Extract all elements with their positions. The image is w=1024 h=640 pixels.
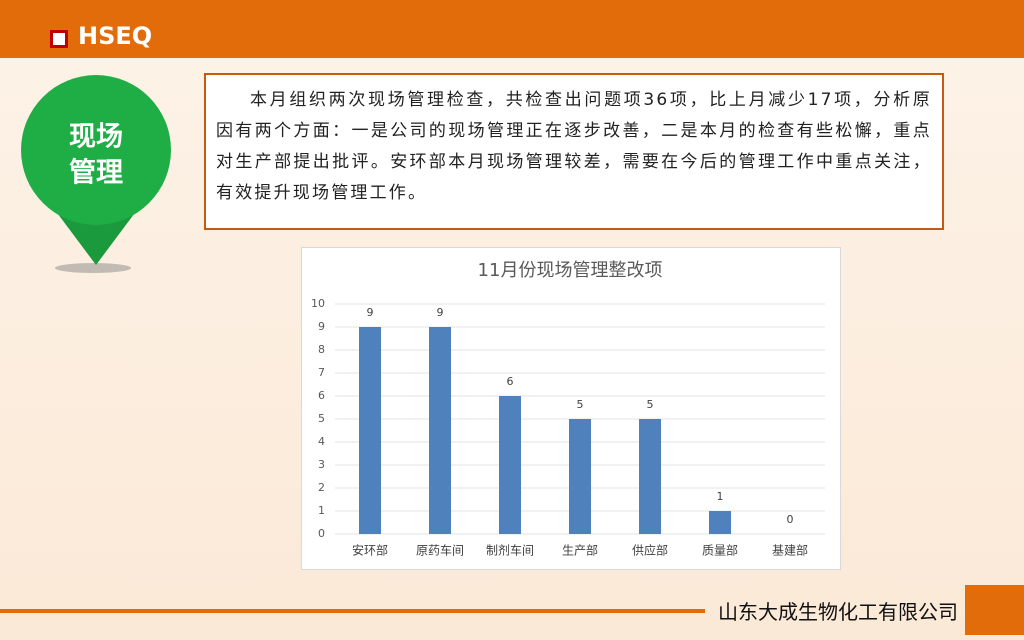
bar <box>499 396 521 534</box>
chart: 11月份现场管理整改项 012345678910安环部9原药车间9制剂车间6生产… <box>301 247 841 570</box>
badge-text: 现场 <box>69 122 123 153</box>
y-tick-label: 0 <box>318 527 325 540</box>
x-tick-label: 基建部 <box>772 543 808 558</box>
top-bar <box>0 0 1024 58</box>
y-tick-label: 4 <box>318 435 325 448</box>
chart-title: 11月份现场管理整改项 <box>478 260 663 281</box>
footer-block <box>965 585 1024 635</box>
bar <box>639 419 661 534</box>
y-tick-label: 6 <box>318 389 325 402</box>
y-tick-label: 5 <box>318 412 325 425</box>
data-label: 1 <box>717 490 724 503</box>
y-tick-label: 7 <box>318 366 325 379</box>
y-tick-label: 1 <box>318 504 325 517</box>
x-tick-label: 原药车间 <box>416 543 464 558</box>
data-label: 6 <box>507 375 514 388</box>
x-tick-label: 生产部 <box>562 543 598 558</box>
data-label: 0 <box>787 513 794 526</box>
x-tick-label: 质量部 <box>702 543 738 558</box>
badge-shadow <box>55 263 131 273</box>
company-name: 山东大成生物化工有限公司 <box>718 600 958 624</box>
summary-text: 本月组织两次现场管理检查，共检查出问题项36项，比上月减少17项，分析原因有两个… <box>204 73 944 230</box>
bar <box>709 511 731 534</box>
y-tick-label: 9 <box>318 320 325 333</box>
y-tick-label: 2 <box>318 481 325 494</box>
data-label: 9 <box>437 306 444 319</box>
header-title: HSEQ <box>78 22 153 50</box>
footer-line <box>0 609 705 613</box>
x-tick-label: 制剂车间 <box>486 543 534 558</box>
header-icon <box>50 30 68 48</box>
data-label: 5 <box>647 398 654 411</box>
badge: 现场 管理 <box>21 75 171 273</box>
x-tick-label: 安环部 <box>352 543 388 558</box>
badge-text: 管理 <box>69 158 123 189</box>
bar <box>569 419 591 534</box>
data-label: 9 <box>367 306 374 319</box>
data-label: 5 <box>577 398 584 411</box>
bar <box>429 327 451 534</box>
badge-circle <box>21 75 171 225</box>
y-tick-label: 3 <box>318 458 325 471</box>
bar <box>359 327 381 534</box>
x-tick-label: 供应部 <box>632 543 668 558</box>
y-tick-label: 8 <box>318 343 325 356</box>
y-tick-label: 10 <box>311 297 325 310</box>
